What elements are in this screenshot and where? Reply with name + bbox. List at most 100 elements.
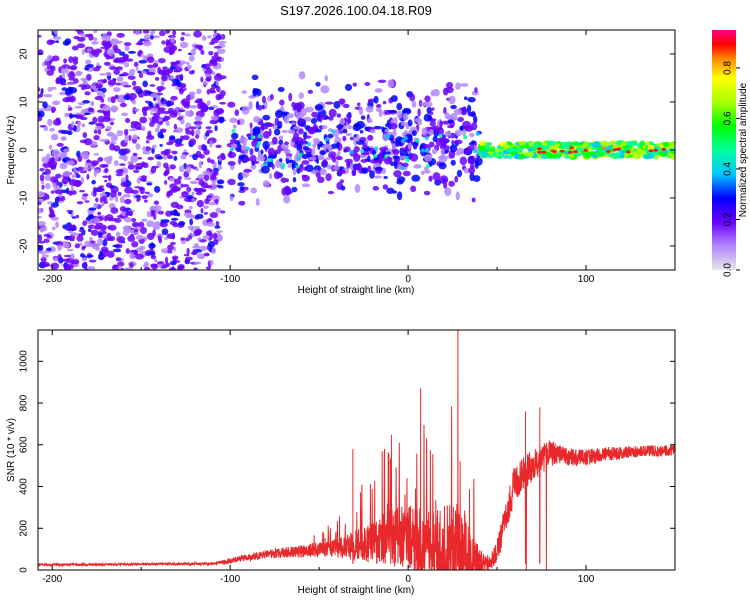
- spectrogram-blob: [139, 177, 147, 182]
- spectrogram-blob: [75, 71, 83, 76]
- spectrogram-blob: [197, 144, 203, 150]
- spectrogram-blob: [79, 170, 88, 174]
- spectrogram-blob: [296, 101, 305, 110]
- spectrogram-blob: [261, 95, 266, 104]
- spectrogram-blob: [193, 30, 202, 38]
- spectrogram-blob: [112, 109, 117, 113]
- spectrogram-blob: [308, 156, 317, 161]
- spectrogram-blob: [575, 146, 583, 152]
- spectrogram-blob: [215, 221, 220, 227]
- spectrogram-blob: [204, 198, 210, 205]
- spectrogram-blob: [440, 148, 445, 155]
- spectrogram-blob: [549, 145, 555, 151]
- y-tick-label: 400: [19, 478, 30, 495]
- spectrogram-blob: [219, 101, 227, 105]
- snr-y-ticks: 0 200 400 600 800 1000: [19, 350, 675, 573]
- spectrogram-blob: [301, 160, 310, 165]
- spectrogram-blob: [97, 88, 103, 92]
- spectrogram-blob: [151, 144, 157, 149]
- spectrogram-blob: [485, 142, 493, 146]
- spectrogram-blob: [104, 167, 109, 174]
- spectrogram-blob: [78, 33, 85, 36]
- spectrogram-blob: [50, 157, 55, 163]
- spectrogram-blob: [68, 82, 75, 86]
- spectrogram-blob: [113, 160, 119, 166]
- spectrogram-blob: [359, 149, 364, 154]
- spectrogram-blob: [110, 96, 116, 104]
- spectrogram-blob: [374, 146, 379, 151]
- spectrogram-blob: [39, 167, 45, 172]
- spectrogram-blob: [135, 143, 141, 150]
- spectrogram-blob: [116, 32, 125, 38]
- spectrogram-blob: [212, 60, 218, 67]
- spectrogram-blob: [101, 33, 108, 41]
- x-tick-label: -100: [220, 574, 240, 585]
- spectrogram-blob: [100, 46, 109, 50]
- spectrogram-blob: [98, 185, 105, 188]
- spectrogram-blob: [186, 247, 190, 255]
- spectrogram-blob: [231, 128, 236, 133]
- spectrogram-blob: [165, 39, 169, 47]
- spectrogram-blob: [202, 170, 211, 175]
- spectrogram-blob: [582, 152, 592, 159]
- spectrogram-blob: [392, 155, 400, 160]
- spectrogram-blob: [367, 134, 374, 141]
- spectrogram-blob: [316, 114, 321, 122]
- spectrogram-blob: [479, 140, 487, 147]
- spectrogram-blob: [149, 107, 159, 112]
- spectrogram-blob: [208, 50, 214, 56]
- spectrogram-blob: [635, 154, 641, 158]
- spectrogram-blob: [121, 208, 128, 212]
- spectrogram-blob: [46, 39, 55, 46]
- spectrogram-blob: [80, 150, 89, 159]
- spectrogram-blob: [95, 197, 99, 203]
- spectrogram-blob: [213, 52, 219, 57]
- spectrogram-blob: [174, 142, 181, 148]
- spectrogram-blob: [131, 222, 140, 228]
- spectrogram-blob: [397, 110, 403, 120]
- spectrogram-blob: [135, 42, 144, 46]
- spectrogram-blob: [110, 207, 119, 214]
- spectrogram-blob: [244, 150, 249, 155]
- spectrogram-blob: [106, 125, 112, 131]
- spectrogram-blob: [203, 81, 208, 86]
- spectrogram-blob: [41, 254, 50, 258]
- spectrogram-blob: [102, 239, 108, 247]
- spectrogram-blob: [382, 184, 389, 190]
- spectrogram-blob: [50, 106, 57, 113]
- spectrogram-blob: [115, 257, 122, 262]
- spectrogram-blob: [301, 183, 311, 188]
- spectrogram-blob: [382, 100, 387, 105]
- spectrogram-blob: [94, 96, 104, 101]
- spectrogram-blob: [149, 205, 157, 211]
- spectrogram-blob: [316, 176, 325, 184]
- spectrogram-blob: [324, 157, 332, 161]
- spectrogram-blob: [271, 163, 275, 170]
- spectrogram-blob: [166, 233, 176, 239]
- spectrogram-blob: [439, 120, 443, 128]
- spectrogram-blob: [196, 88, 202, 95]
- spectrogram-blob: [132, 152, 138, 157]
- spectrogram-blob: [142, 264, 149, 268]
- spectrogram-blob: [38, 240, 46, 244]
- spectrogram-blob: [38, 207, 43, 214]
- spectrogram-blob: [71, 259, 80, 265]
- spectrogram-blob: [87, 266, 96, 270]
- spectrogram-blob: [438, 133, 443, 138]
- spectrogram-blob: [99, 139, 109, 142]
- spectrogram-blob: [205, 78, 211, 82]
- spectrogram-blob: [475, 131, 480, 136]
- spectrogram-blob: [141, 195, 148, 200]
- spectrogram-blob: [87, 243, 94, 248]
- spectrogram-blob: [423, 113, 432, 122]
- spectrogram-blob: [50, 216, 59, 221]
- spectrogram-blob: [102, 104, 111, 112]
- spectrogram-blob: [414, 117, 422, 123]
- spectrogram-blob: [90, 229, 99, 236]
- spectrogram-blob: [101, 191, 106, 195]
- spectrogram-blob: [209, 259, 214, 266]
- spectrogram-blob: [161, 97, 165, 103]
- spectrogram-blob: [44, 174, 52, 181]
- spectrogram-blob: [106, 48, 115, 56]
- spectrogram-blob: [71, 224, 76, 231]
